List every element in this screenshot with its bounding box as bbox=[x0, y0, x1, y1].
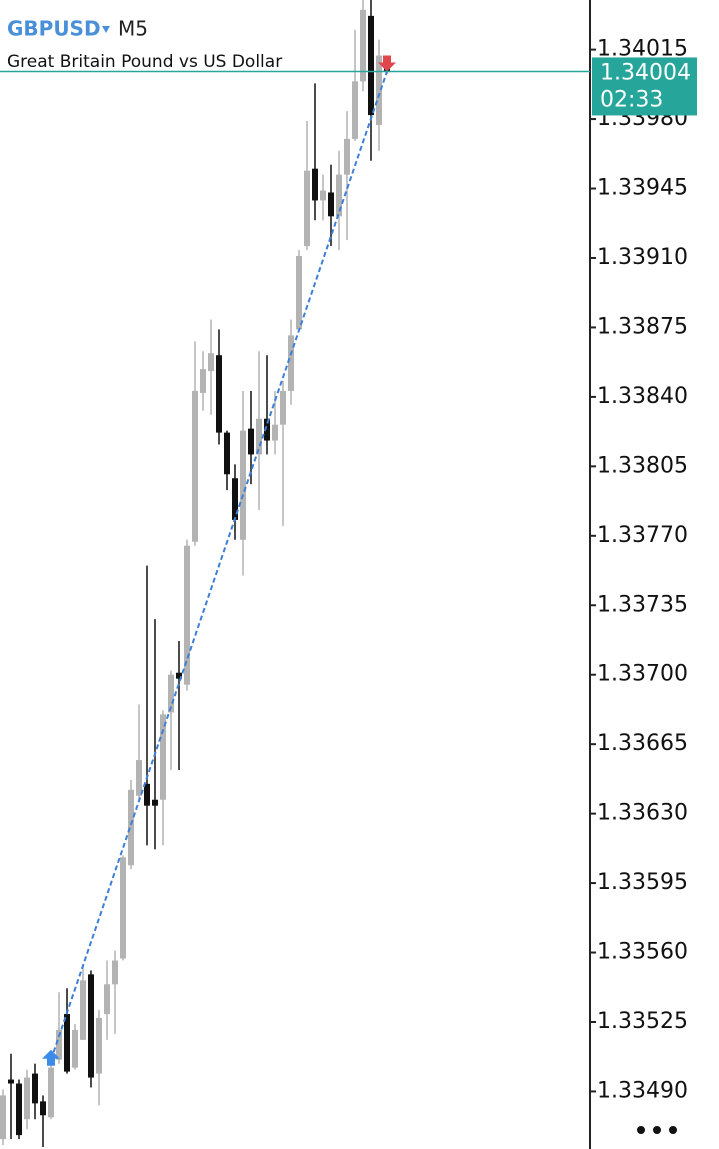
symbol[interactable]: GBPUSD bbox=[7, 17, 101, 41]
candle-body bbox=[376, 55, 382, 126]
y-tick-label: 1.33665 bbox=[597, 731, 688, 756]
candle-body bbox=[112, 960, 118, 985]
candle-body bbox=[200, 369, 206, 393]
candle-body bbox=[104, 984, 110, 1015]
trade-line bbox=[50, 71, 388, 1061]
dot bbox=[653, 1126, 661, 1134]
candle-body bbox=[312, 168, 318, 201]
dot bbox=[669, 1126, 677, 1134]
candle-body bbox=[0, 1095, 6, 1140]
candle-body bbox=[64, 1014, 70, 1072]
candle-body bbox=[32, 1073, 38, 1104]
candle-body bbox=[24, 1077, 30, 1120]
candle-body bbox=[360, 9, 366, 82]
timeframe[interactable]: M5 bbox=[118, 17, 148, 41]
subtitle: Great Britain Pound vs US Dollar bbox=[7, 52, 282, 72]
candle-body bbox=[272, 424, 278, 441]
candle-body bbox=[168, 674, 174, 713]
candle-body bbox=[184, 545, 190, 685]
candle-body bbox=[152, 799, 158, 806]
more-menu[interactable] bbox=[637, 1126, 677, 1134]
candle-body bbox=[88, 974, 94, 1078]
candle-body bbox=[368, 15, 374, 116]
y-tick-label: 1.33910 bbox=[597, 245, 688, 270]
candle-body bbox=[336, 174, 342, 217]
current-price-box bbox=[592, 57, 697, 116]
candle-body bbox=[320, 190, 326, 201]
candle-body bbox=[128, 789, 134, 866]
countdown: 02:33 bbox=[600, 87, 663, 112]
y-tick-label: 1.33945 bbox=[597, 176, 688, 201]
dot bbox=[637, 1126, 645, 1134]
candle-body bbox=[136, 760, 142, 796]
y-tick-label: 1.33735 bbox=[597, 592, 688, 617]
y-tick-label: 1.33630 bbox=[597, 801, 688, 826]
candle-body bbox=[256, 418, 262, 455]
candle-body bbox=[176, 672, 182, 679]
candle-body bbox=[192, 390, 198, 542]
candle-body bbox=[352, 81, 358, 139]
candle-body bbox=[48, 1067, 54, 1118]
y-tick-label: 1.33490 bbox=[597, 1078, 688, 1103]
candle-body bbox=[248, 428, 254, 455]
candle-body bbox=[72, 1029, 78, 1068]
symbol-dropdown[interactable] bbox=[102, 26, 110, 33]
candle-body bbox=[80, 980, 86, 1040]
y-tick-label: 1.33595 bbox=[597, 870, 688, 895]
candle-body bbox=[96, 1018, 102, 1074]
candle-body bbox=[120, 857, 126, 959]
candle-body bbox=[296, 255, 302, 330]
candle-body bbox=[304, 170, 310, 247]
y-tick-label: 1.33875 bbox=[597, 314, 688, 339]
candle-body bbox=[328, 192, 334, 217]
candle-body bbox=[40, 1101, 46, 1116]
candle-body bbox=[216, 355, 222, 433]
candle-body bbox=[264, 418, 270, 441]
candle-body bbox=[208, 353, 214, 372]
y-tick-label: 1.33840 bbox=[597, 384, 688, 409]
y-tick-label: 1.33525 bbox=[597, 1009, 688, 1034]
y-tick-label: 1.33700 bbox=[597, 662, 688, 687]
candle-body bbox=[280, 390, 286, 425]
candle-body bbox=[56, 1029, 62, 1060]
candle-body bbox=[240, 430, 246, 540]
candle-body bbox=[160, 714, 166, 800]
candle-body bbox=[232, 478, 238, 520]
candle-body bbox=[224, 432, 230, 475]
current-price-label: 1.34004 bbox=[600, 60, 691, 85]
sell-arrow bbox=[378, 55, 396, 72]
plot-area bbox=[0, 0, 396, 1148]
y-tick-label: 1.33560 bbox=[597, 940, 688, 965]
candle-body bbox=[344, 138, 350, 175]
y-tick-label: 1.33770 bbox=[597, 523, 688, 548]
candle-body bbox=[144, 783, 150, 806]
candle-body bbox=[16, 1083, 22, 1136]
buy-arrow bbox=[42, 1049, 60, 1066]
candle-body bbox=[288, 335, 294, 391]
y-tick-label: 1.33805 bbox=[597, 453, 688, 478]
candle-body bbox=[8, 1079, 14, 1084]
